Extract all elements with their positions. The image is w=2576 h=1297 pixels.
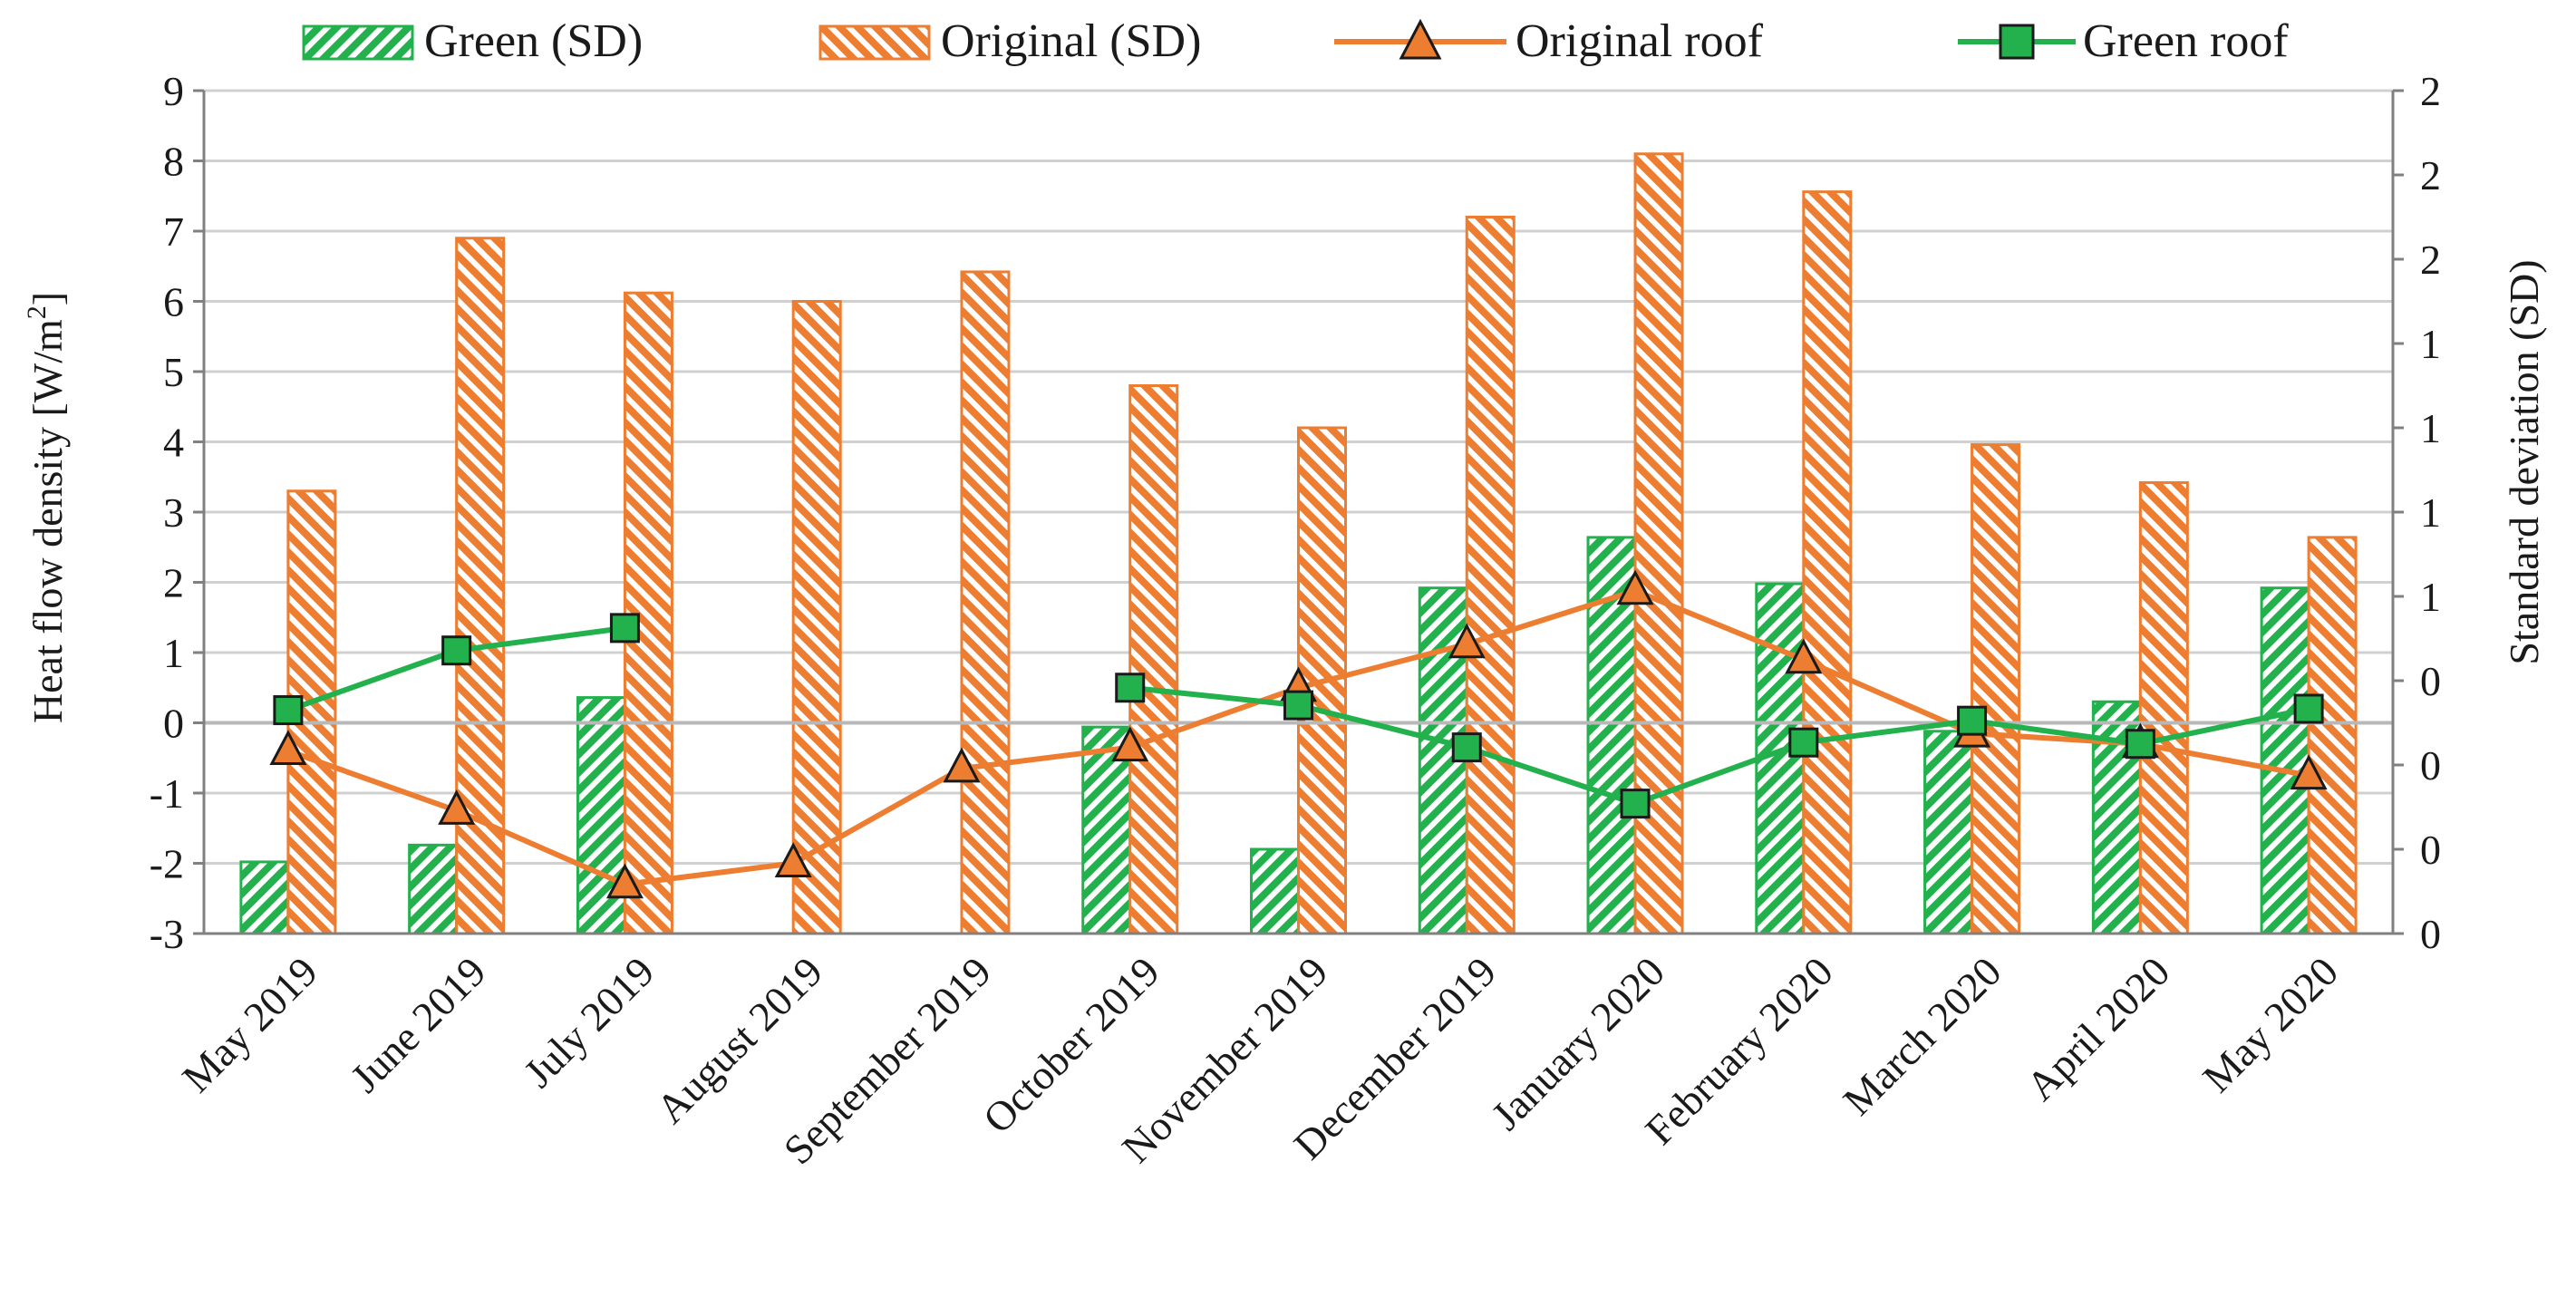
legend-swatch-original-sd (818, 24, 931, 61)
category-label: May 2020 (2193, 948, 2347, 1101)
bar-green-sd (1923, 730, 1974, 935)
category-label: August 2019 (647, 948, 831, 1132)
green-roof-point (2125, 729, 2155, 760)
bar-original-sd (960, 270, 1011, 935)
left-tick-label: 7 (163, 208, 184, 255)
right-tick-label: 2 (2420, 152, 2441, 198)
bar-green-sd (1250, 847, 1300, 935)
green-roof-line (1129, 684, 2310, 807)
right-tick-label: 1 (2420, 489, 2441, 536)
green-roof-point (1788, 727, 1819, 758)
left-tick-label: 0 (163, 701, 184, 747)
green-roof-point (2293, 693, 2324, 724)
bar-original-sd (1971, 443, 2021, 935)
bar-original-sd (791, 300, 842, 935)
category-label: June 2019 (342, 948, 495, 1101)
right-tick-label: 1 (2420, 321, 2441, 367)
category-label: July 2019 (515, 948, 663, 1096)
bar-original-sd (2138, 480, 2189, 935)
original-roof-point (438, 789, 476, 825)
right-tick-label: 0 (2420, 827, 2441, 873)
legend-label-green-roof: Green roof (2083, 15, 2289, 67)
bar-original-sd (1802, 190, 1853, 935)
axes (193, 89, 2404, 935)
left-tick-label: 3 (163, 489, 184, 536)
green-roof-point (1283, 690, 1313, 721)
bar-green-sd (408, 843, 459, 935)
green-roof-point (1957, 705, 1988, 736)
original-roof-point (269, 730, 307, 765)
green-roof-point (1620, 789, 1651, 819)
green-roof-point (273, 695, 304, 726)
original-roof-point (774, 842, 812, 877)
left-tick-label: 9 (163, 68, 184, 114)
bar-series (239, 152, 2358, 935)
legend-swatch-green-sd (302, 24, 414, 61)
left-tick-label: -2 (150, 841, 184, 887)
left-tick-label: 1 (163, 630, 184, 676)
right-y-tick-labels: 2 2 2 1 1 1 1 0 0 0 0 (2420, 68, 2441, 957)
original-roof-point (605, 863, 644, 899)
green-roof-point (1115, 673, 1146, 703)
legend-label-green-sd: Green (SD) (424, 15, 643, 67)
category-label: May 2019 (173, 948, 326, 1101)
category-label: March 2020 (1835, 948, 2010, 1124)
legend-label-original-roof: Original roof (1516, 15, 1764, 67)
legend-label-original-sd: Original (SD) (941, 15, 1201, 67)
right-tick-label: 1 (2420, 574, 2441, 620)
line-series (269, 569, 2328, 899)
category-label: April 2020 (2018, 948, 2179, 1109)
legend-marker-square (1999, 24, 2035, 60)
left-tick-label: 8 (163, 139, 184, 185)
original-roof-point (1111, 726, 1149, 762)
category-label: January 2020 (1483, 948, 1673, 1138)
legend: Green (SD) Original (SD) Original roof G… (302, 15, 2289, 67)
legend-marker-triangle (1399, 18, 1442, 60)
original-roof-point (1616, 569, 1654, 605)
right-tick-label: 0 (2420, 742, 2441, 789)
left-tick-label: -1 (150, 770, 184, 817)
right-tick-label: 1 (2420, 405, 2441, 451)
green-roof-point (441, 635, 472, 666)
y-axis-title-left: Heat flow density [W/m2] (22, 292, 71, 723)
green-roof-point (1451, 732, 1482, 763)
original-roof-point (1448, 623, 1486, 659)
right-tick-label: 2 (2420, 237, 2441, 283)
bar-original-sd (1465, 216, 1516, 935)
left-tick-label: 6 (163, 279, 184, 325)
right-tick-label: 0 (2420, 658, 2441, 704)
original-roof-point (1785, 638, 1823, 674)
left-tick-label: -3 (150, 911, 184, 957)
bar-green-sd (239, 860, 290, 935)
original-roof-point (943, 747, 981, 783)
green-roof-point (609, 613, 640, 644)
left-tick-label: 2 (163, 560, 184, 606)
left-tick-label: 4 (163, 420, 184, 466)
y-axis-title-right: Standard deviation (SD) (2501, 259, 2547, 664)
original-roof-point (2290, 754, 2328, 790)
bar-original-sd (1128, 384, 1179, 935)
left-tick-label: 5 (163, 349, 184, 395)
right-tick-label: 2 (2420, 68, 2441, 114)
bar-green-sd (2260, 586, 2310, 935)
right-tick-label: 0 (2420, 911, 2441, 957)
bar-original-sd (2307, 536, 2358, 935)
left-y-tick-labels: 9 8 7 6 5 4 3 2 1 0 -1 -2 -3 (150, 68, 184, 957)
